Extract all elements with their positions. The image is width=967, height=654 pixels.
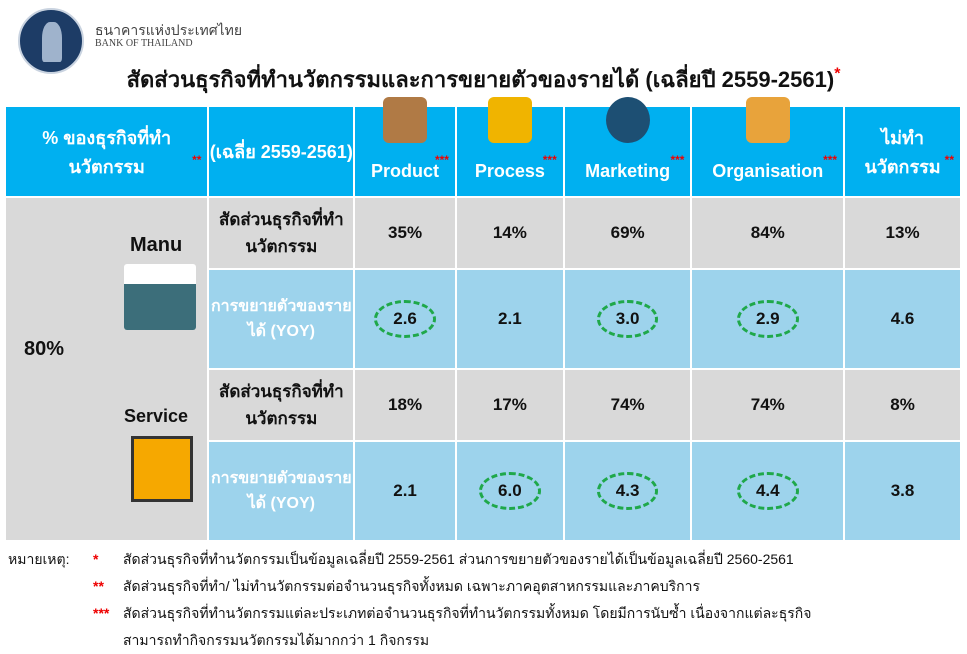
innovation-table: % ของธุรกิจที่ทำนวัตกรรม ** (เฉลี่ย 2559-2… [3,97,962,542]
highlighted-value: 2.6 [374,300,436,338]
group-name: Manu [130,234,183,256]
footnote-mark: ** [93,578,104,594]
value-cell: 2.6 [353,268,457,370]
footnote-text: สามารถทำกิจกรรมนวัตกรรมได้มากกว่า 1 กิจก… [123,632,430,648]
value: 17% [492,395,527,414]
column-header: (เฉลี่ย 2559-2561) [207,105,356,198]
column-header: Process *** [454,97,565,198]
box-star-icon [383,97,428,143]
value: 2.1 [498,309,522,328]
highlighted-value: 2.9 [736,300,799,338]
overall-share: 80% [24,338,65,360]
table-row: 80% Manu Service สัดส่วนธุรกิจที่ทำนวัตกรรม… [3,196,962,542]
bank-logo [18,8,84,74]
bank-name-th: ธนาคารแห่งประเทศไทย [95,24,243,39]
footnote-text: สัดส่วนธุรกิจที่ทำนวัตกรรมเป็นข้อมูลเฉลี… [123,551,794,567]
highlighted-value: 4.4 [736,472,799,510]
column-header: ไม่ทำนวัตกรรม ** [843,105,962,198]
footnote-mark: *** [93,605,110,621]
value-cell: 35% [353,196,457,270]
footnote: *** สัดส่วนธุรกิจที่ทำนวัตกรรมแต่ละประเภท… [8,600,811,627]
value-cell: 4.3 [562,440,693,542]
value: 8% [890,395,915,414]
notes-prefix [8,600,93,627]
value: 3.8 [890,481,915,500]
highlighted-value: 4.3 [596,472,659,510]
notes-prefix [8,573,93,600]
value-cell: 8% [843,368,962,442]
value: 14% [492,223,527,242]
footnote: ** สัดส่วนธุรกิจที่ทำ/ ไม่ทำนวัตกรรมต่อจำ… [8,573,811,600]
page-title: สัดส่วนธุรกิจที่ทำนวัตกรรมและการขยายตัวข… [126,65,841,92]
value: 69% [610,223,645,242]
footnote: หมายเหตุ: * สัดส่วนธุรกิจที่ทำนวัตกรรมเป็น… [8,546,811,573]
value: 2.1 [393,481,417,500]
footnotes: หมายเหตุ: * สัดส่วนธุรกิจที่ทำนวัตกรรมเป็น… [8,546,811,654]
value: 35% [388,223,423,242]
value-cell: 13% [843,196,962,270]
value-cell: 4.4 [690,440,846,542]
value-cell: 2.1 [353,440,457,542]
column-header: Marketing *** [562,97,693,198]
row-label: การขยายตัวของรายได้ (YOY) [207,440,356,542]
highlighted-value: 3.0 [596,300,659,338]
value-cell: 2.9 [690,268,846,370]
process-gear-icon [487,97,532,143]
row-label: สัดส่วนธุรกิจที่ทำนวัตกรรม [207,196,356,270]
value-cell: 69% [562,196,693,270]
overall-share-cell: 80% Manu Service [3,196,210,542]
value: 13% [885,223,920,242]
group-name: Service [124,406,189,426]
team-icon [745,97,790,143]
value-cell: 2.1 [454,268,565,370]
highlighted-value: 6.0 [479,472,541,510]
value-cell: 74% [690,368,846,442]
bank-name-en: BANK OF THAILAND [95,38,193,49]
footnote: สามารถทำกิจกรรมนวัตกรรมได้มากกว่า 1 กิจก… [8,627,811,654]
footnote-mark [93,627,123,654]
value: 4.6 [890,309,915,328]
notes-prefix [8,627,93,654]
value: 18% [388,395,423,414]
value-cell: 6.0 [454,440,565,542]
footnote-mark: * [93,551,99,567]
value-cell: 84% [690,196,846,270]
hotel-icon [131,436,193,502]
row-label: การขยายตัวของรายได้ (YOY) [207,268,356,370]
value: 84% [750,223,785,242]
value-cell: 3.0 [562,268,693,370]
footnote-text: สัดส่วนธุรกิจที่ทำนวัตกรรมแต่ละประเภทต่อ… [123,605,812,621]
value-cell: 17% [454,368,565,442]
column-header: Organisation *** [690,97,846,198]
column-header: Product *** [353,97,457,198]
value-cell: 14% [454,196,565,270]
value-cell: 3.8 [843,440,962,542]
table-row: การขยายตัวของรายได้ (YOY) 2.6 2.1 3.0 2.9 4.6 [5,268,962,370]
notes-prefix: หมายเหตุ: [8,551,70,567]
value-cell: 4.6 [843,268,962,370]
table-row: การขยายตัวของรายได้ (YOY) 2.1 6.0 4.3 4.4 3.8 [5,440,962,542]
footnote-text: สัดส่วนธุรกิจที่ทำ/ ไม่ทำนวัตกรรมต่อจำนว… [123,578,701,594]
value-cell: 18% [353,368,457,442]
value: 74% [610,395,645,414]
value-cell: 74% [562,368,693,442]
column-header: % ของธุรกิจที่ทำนวัตกรรม ** [3,105,210,198]
row-label: สัดส่วนธุรกิจที่ทำนวัตกรรม [207,368,356,442]
value: 74% [750,395,785,414]
megaphone-icon [605,97,650,143]
factory-icon [124,264,196,330]
table-row: สัดส่วนธุรกิจที่ทำนวัตกรรม 18% 17% 74% 74% 8% [5,368,962,442]
